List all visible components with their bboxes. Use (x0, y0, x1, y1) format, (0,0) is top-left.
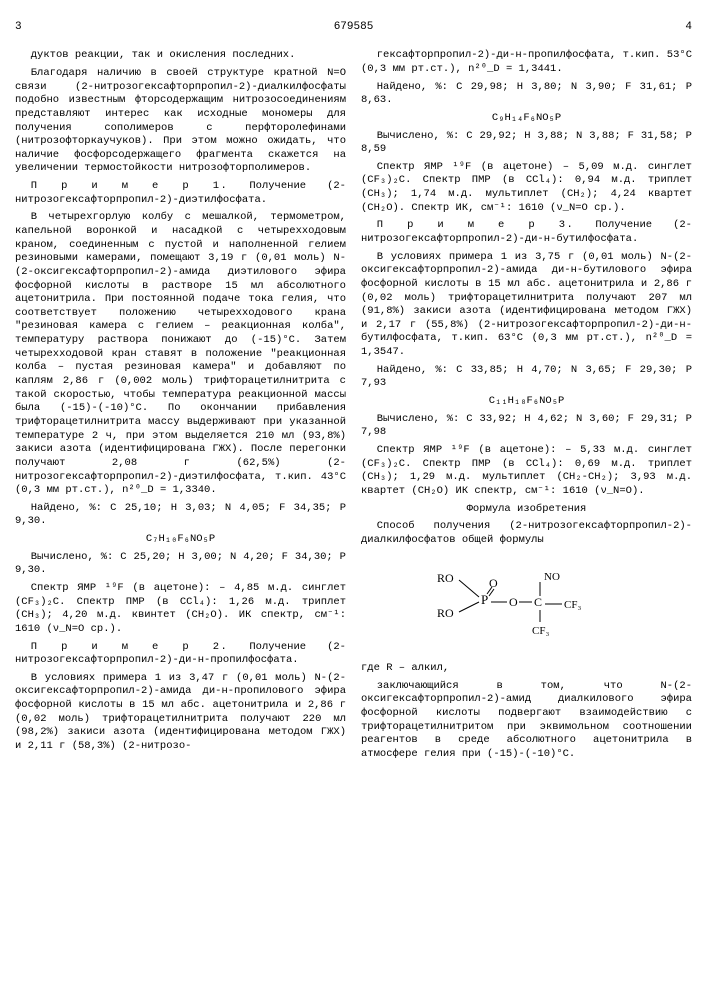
chemical-structure-icon: RO RO P O O C NO CF₃ CF₃ (437, 562, 617, 642)
para: В условиях примера 1 из 3,47 г (0,01 мол… (15, 672, 346, 754)
empirical-formula: C₇H₁₀F₆NO₅P (15, 533, 346, 547)
page-num-right: 4 (685, 20, 692, 34)
left-column: дуктов реакции, так и окисления последни… (15, 49, 346, 765)
para: В условиях примера 1 из 3,75 г (0,01 мол… (361, 251, 692, 360)
page-header: 3 679585 4 (15, 20, 692, 34)
structural-formula: RO RO P O O C NO CF₃ CF₃ (361, 562, 692, 647)
para: В четырехгорлую колбу с мешалкой, термом… (15, 211, 346, 497)
page-num-left: 3 (15, 20, 22, 34)
spectrum: Спектр ЯМР ¹⁹F (в ацетоне): – 5,33 м.д. … (361, 444, 692, 499)
found-line: Найдено, %: С 25,10; H 3,03; N 4,05; F 3… (15, 502, 346, 529)
found-line: Найдено, %: С 33,85; H 4,70; N 3,65; F 2… (361, 364, 692, 391)
claim-text: заключающийся в том, что N-(2-оксигексаф… (361, 680, 692, 762)
para: дуктов реакции, так и окисления последни… (15, 49, 346, 63)
example-label: П р и м е р 2. (31, 641, 229, 653)
svg-text:P: P (481, 592, 488, 607)
two-column-layout: дуктов реакции, так и окисления последни… (15, 49, 692, 765)
para: гексафторпропил-2)-ди-н-пропилфосфата, т… (361, 49, 692, 76)
spectrum: Спектр ЯМР ¹⁹F (в ацетоне): – 4,85 м.д. … (15, 582, 346, 637)
found-line: Найдено, %: С 29,98; H 3,80; N 3,90; F 3… (361, 81, 692, 108)
example-label: П р и м е р 3. (377, 219, 575, 231)
calc-line: Вычислено, %: С 29,92; H 3,88; N 3,88; F… (361, 130, 692, 157)
svg-text:CF₃: CF₃ (564, 599, 581, 611)
svg-text:O: O (509, 595, 518, 609)
example-2: П р и м е р 2. Получение (2-нитрозогекса… (15, 641, 346, 668)
spectrum: Спектр ЯМР ¹⁹F (в ацетоне) – 5,09 м.д. с… (361, 161, 692, 216)
right-column: гексафторпропил-2)-ди-н-пропилфосфата, т… (361, 49, 692, 765)
para: Благодаря наличию в своей структуре крат… (15, 67, 346, 176)
svg-text:NO: NO (544, 571, 560, 583)
svg-text:O: O (489, 576, 498, 590)
example-label: П р и м е р 1. (31, 180, 229, 192)
calc-line: Вычислено, %: С 25,20; H 3,00; N 4,20; F… (15, 551, 346, 578)
svg-text:C: C (534, 595, 542, 609)
svg-text:CF₃: CF₃ (532, 625, 549, 637)
claim-text: Способ получения (2-нитрозогексафторпроп… (361, 520, 692, 547)
svg-text:RO: RO (437, 606, 454, 620)
example-3: П р и м е р 3. Получение (2-нитрозогекса… (361, 219, 692, 246)
calc-line: Вычислено, %: С 33,92; H 4,62; N 3,60; F… (361, 413, 692, 440)
svg-text:RO: RO (437, 571, 454, 585)
example-1: П р и м е р 1. Получение (2-нитрозогекса… (15, 180, 346, 207)
empirical-formula: C₁₁H₁₈F₆NO₅P (361, 395, 692, 409)
where-clause: где R – алкил, (361, 662, 692, 676)
formula-heading: Формула изобретения (361, 503, 692, 517)
empirical-formula: C₉H₁₄F₆NO₅P (361, 112, 692, 126)
patent-number: 679585 (334, 20, 374, 34)
